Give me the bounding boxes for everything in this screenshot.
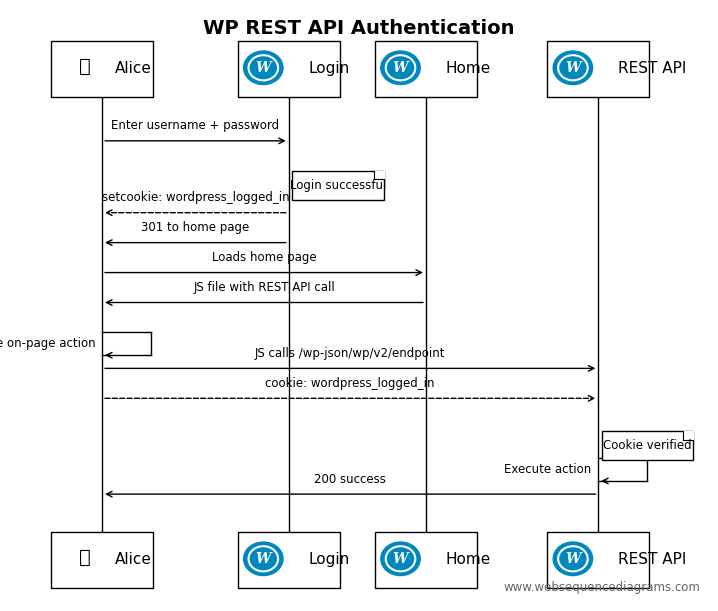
Text: Login: Login (308, 62, 350, 76)
Text: W: W (393, 60, 409, 75)
Text: W: W (565, 552, 581, 566)
FancyBboxPatch shape (375, 40, 477, 97)
Circle shape (553, 542, 592, 576)
Text: Alice: Alice (115, 62, 151, 76)
Text: 200 success: 200 success (314, 473, 386, 486)
Text: Home: Home (446, 552, 491, 568)
Text: cookie: wordpress_logged_in: cookie: wordpress_logged_in (266, 377, 435, 390)
Text: 👩: 👩 (79, 548, 90, 567)
FancyBboxPatch shape (51, 40, 153, 97)
FancyBboxPatch shape (547, 40, 649, 97)
Text: Loads home page: Loads home page (212, 251, 317, 264)
FancyBboxPatch shape (238, 532, 340, 588)
Circle shape (381, 542, 420, 576)
Text: JS calls /wp-json/wp/v2/endpoint: JS calls /wp-json/wp/v2/endpoint (255, 347, 445, 360)
Text: REST API: REST API (618, 552, 686, 568)
Polygon shape (374, 171, 383, 179)
Text: setcookie: wordpress_logged_in: setcookie: wordpress_logged_in (101, 191, 289, 204)
Text: Take on-page action: Take on-page action (0, 337, 95, 350)
Text: REST API: REST API (618, 62, 686, 76)
FancyBboxPatch shape (375, 532, 477, 588)
Text: Login: Login (308, 552, 350, 568)
Text: W: W (256, 60, 271, 75)
FancyBboxPatch shape (292, 171, 383, 200)
FancyBboxPatch shape (602, 431, 694, 460)
Text: Alice: Alice (115, 552, 151, 568)
Circle shape (381, 51, 420, 84)
Text: www.websequencediagrams.com: www.websequencediagrams.com (503, 581, 700, 594)
Text: WP REST API Authentication: WP REST API Authentication (203, 19, 515, 38)
Text: Home: Home (446, 62, 491, 76)
Text: Enter username + password: Enter username + password (111, 120, 279, 133)
Text: Execute action: Execute action (504, 463, 591, 476)
Text: Login successful: Login successful (289, 178, 386, 192)
Circle shape (553, 51, 592, 84)
Text: W: W (393, 552, 409, 566)
Text: 301 to home page: 301 to home page (141, 221, 250, 234)
Circle shape (243, 542, 283, 576)
FancyBboxPatch shape (51, 532, 153, 588)
Text: W: W (256, 552, 271, 566)
FancyBboxPatch shape (238, 40, 340, 97)
Text: 👩: 👩 (79, 57, 90, 76)
Text: Cookie verified: Cookie verified (603, 439, 692, 452)
FancyBboxPatch shape (547, 532, 649, 588)
Text: W: W (565, 60, 581, 75)
Text: JS file with REST API call: JS file with REST API call (193, 281, 335, 294)
Circle shape (243, 51, 283, 84)
Polygon shape (684, 431, 694, 440)
